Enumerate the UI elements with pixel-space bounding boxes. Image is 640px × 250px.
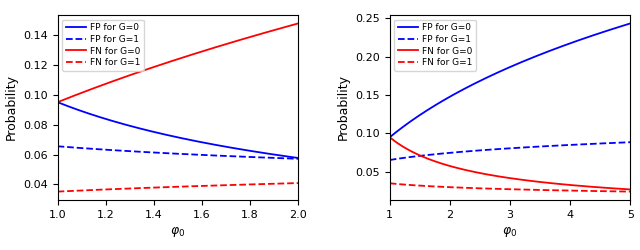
FN for G=1 bbox=[197, 184, 205, 188]
FN for G=1 bbox=[54, 190, 61, 193]
FP for G=0 bbox=[533, 54, 541, 57]
FN for G=1 bbox=[387, 182, 394, 185]
FN for G=0 bbox=[272, 28, 280, 31]
FP for G=0 bbox=[604, 29, 612, 32]
FN for G=0 bbox=[201, 49, 209, 52]
FP for G=1 bbox=[196, 153, 204, 156]
Legend: FP for G=0, FP for G=1, FN for G=0, FN for G=1: FP for G=0, FP for G=1, FN for G=0, FN f… bbox=[394, 20, 476, 71]
Line: FP for G=0: FP for G=0 bbox=[390, 24, 630, 137]
FP for G=0 bbox=[196, 140, 204, 143]
FN for G=1 bbox=[196, 184, 204, 188]
FP for G=1 bbox=[529, 146, 537, 148]
FN for G=0 bbox=[533, 180, 541, 183]
Line: FP for G=1: FP for G=1 bbox=[58, 146, 298, 159]
FN for G=1 bbox=[294, 182, 302, 184]
FP for G=1 bbox=[197, 153, 205, 156]
FP for G=1 bbox=[387, 158, 394, 161]
FP for G=1 bbox=[257, 156, 264, 159]
Legend: FP for G=0, FP for G=1, FN for G=0, FN for G=1: FP for G=0, FP for G=1, FN for G=0, FN f… bbox=[62, 20, 144, 71]
FN for G=0 bbox=[386, 136, 394, 139]
X-axis label: $\varphi_0$: $\varphi_0$ bbox=[502, 225, 518, 239]
FP for G=0 bbox=[529, 56, 537, 59]
Y-axis label: Probability: Probability bbox=[337, 74, 349, 140]
FP for G=1 bbox=[294, 157, 302, 160]
FN for G=1 bbox=[201, 184, 209, 187]
Line: FN for G=1: FN for G=1 bbox=[390, 183, 630, 192]
FN for G=0 bbox=[294, 22, 302, 25]
FP for G=0 bbox=[197, 140, 205, 143]
FP for G=0 bbox=[257, 151, 264, 154]
FN for G=0 bbox=[257, 32, 264, 35]
FN for G=0 bbox=[529, 180, 536, 182]
FP for G=1 bbox=[54, 145, 61, 148]
FP for G=1 bbox=[533, 145, 541, 148]
FN for G=1 bbox=[589, 190, 596, 192]
FP for G=0 bbox=[294, 156, 302, 160]
FP for G=1 bbox=[529, 146, 536, 148]
FP for G=1 bbox=[272, 156, 280, 160]
FP for G=0 bbox=[627, 22, 634, 25]
FP for G=1 bbox=[589, 142, 596, 145]
X-axis label: $\varphi_0$: $\varphi_0$ bbox=[170, 225, 186, 239]
Line: FN for G=1: FN for G=1 bbox=[58, 183, 298, 192]
FN for G=0 bbox=[196, 50, 204, 53]
FN for G=1 bbox=[257, 182, 264, 186]
FN for G=1 bbox=[529, 188, 536, 191]
FN for G=0 bbox=[529, 180, 537, 183]
FP for G=0 bbox=[54, 101, 62, 104]
FN for G=1 bbox=[604, 190, 612, 193]
Line: FP for G=0: FP for G=0 bbox=[58, 102, 298, 158]
FN for G=1 bbox=[627, 190, 634, 193]
FN for G=0 bbox=[627, 188, 634, 191]
Y-axis label: Probability: Probability bbox=[4, 74, 17, 140]
FP for G=0 bbox=[54, 101, 61, 104]
FN for G=0 bbox=[604, 186, 612, 190]
FN for G=1 bbox=[529, 188, 537, 191]
Line: FP for G=1: FP for G=1 bbox=[390, 142, 630, 160]
FN for G=0 bbox=[589, 185, 596, 188]
FP for G=0 bbox=[589, 34, 596, 37]
FN for G=1 bbox=[272, 182, 280, 185]
FP for G=0 bbox=[201, 141, 209, 144]
FP for G=0 bbox=[272, 153, 280, 156]
FN for G=1 bbox=[54, 190, 62, 193]
Line: FN for G=0: FN for G=0 bbox=[390, 137, 630, 190]
FN for G=0 bbox=[54, 100, 62, 103]
FP for G=1 bbox=[604, 142, 612, 145]
FN for G=0 bbox=[387, 136, 394, 140]
FN for G=0 bbox=[197, 50, 205, 53]
FN for G=1 bbox=[533, 188, 541, 192]
FP for G=0 bbox=[386, 136, 394, 139]
FP for G=1 bbox=[627, 141, 634, 144]
FP for G=0 bbox=[529, 56, 536, 59]
FP for G=1 bbox=[386, 158, 394, 162]
FP for G=1 bbox=[54, 145, 62, 148]
FN for G=0 bbox=[54, 101, 61, 104]
Line: FN for G=0: FN for G=0 bbox=[58, 24, 298, 102]
FP for G=1 bbox=[201, 154, 209, 156]
FP for G=0 bbox=[387, 135, 394, 138]
FN for G=1 bbox=[386, 182, 394, 185]
